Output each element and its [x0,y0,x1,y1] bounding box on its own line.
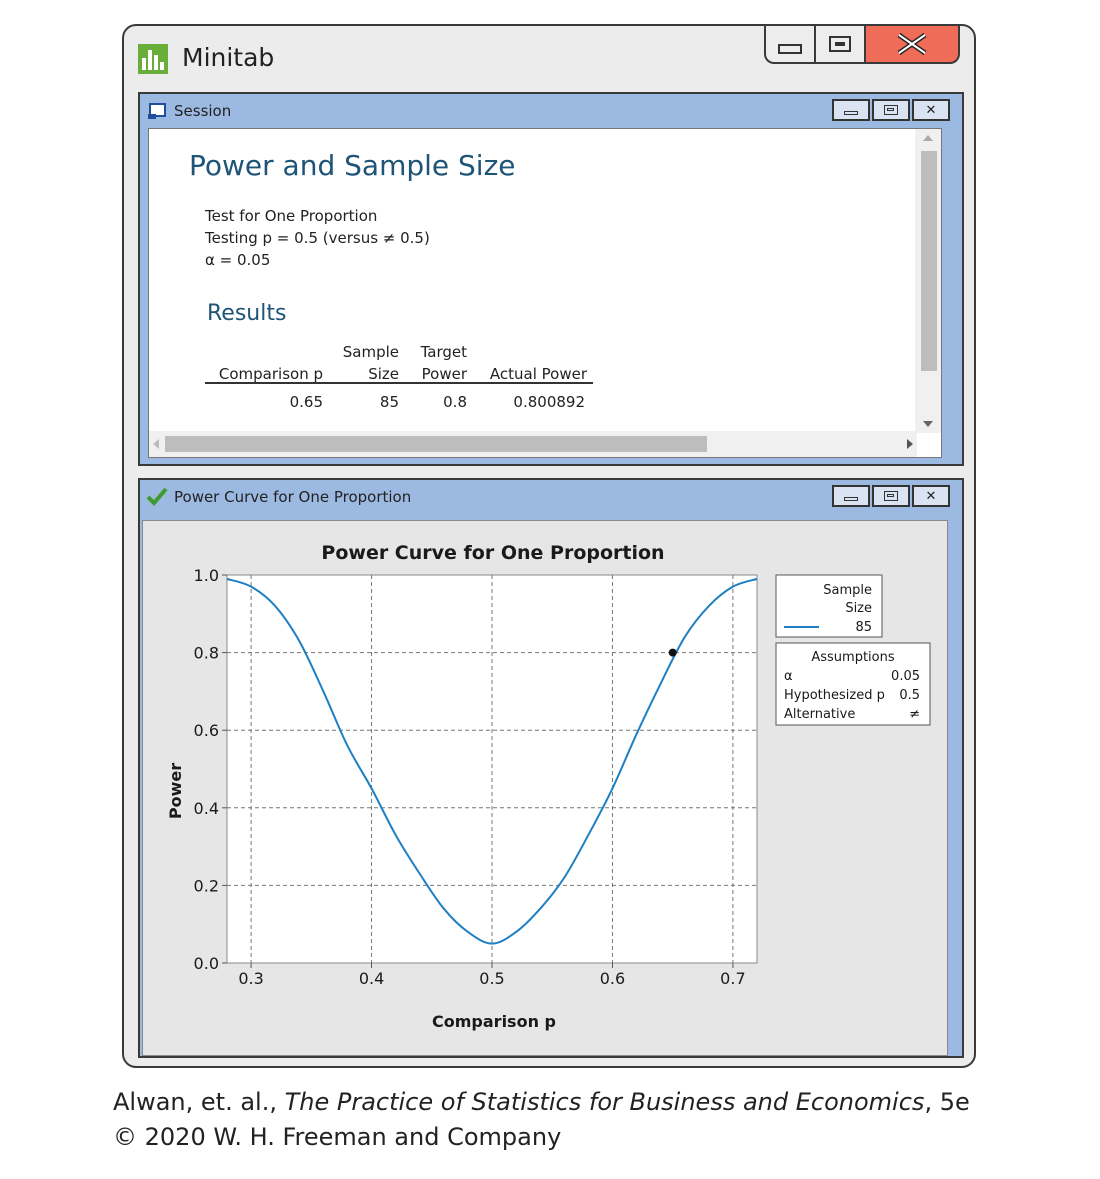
table-cell-target-power: 0.8 [443,393,467,411]
y-tick-label: 0.0 [194,954,219,973]
assumption-label-alpha: α [784,669,793,684]
session-minimize-button[interactable] [832,99,870,121]
caption-authors: Alwan, et. al., [113,1088,285,1116]
minitab-window: Minitab Session ✕ Power and Sample [122,24,976,1068]
table-header-comparison-p: Comparison p [218,365,323,383]
horizontal-scroll-thumb[interactable] [165,436,707,452]
vertical-scrollbar[interactable] [915,129,941,433]
y-tick-label: 0.4 [194,799,219,818]
x-axis-label: Comparison p [432,1012,556,1031]
caption-book-title: The Practice of Statistics for Business … [284,1088,925,1116]
table-header-size: Size [368,365,399,383]
horizontal-scrollbar[interactable] [149,431,917,457]
alpha-line: α = 0.05 [205,251,271,269]
minimize-button[interactable] [764,26,816,64]
y-tick-label: 0.8 [194,644,219,663]
assumption-value-hypothesized: 0.5 [899,688,920,703]
minitab-logo-icon [138,44,168,74]
power-curve-controls: ✕ [832,485,950,507]
table-rule [205,382,593,384]
legend-size-label: Size [845,601,872,616]
window-controls [764,26,960,66]
assumption-value-alpha: 0.05 [891,669,920,684]
caption-edition: , 5e [924,1088,970,1116]
y-axis-label: Power [166,763,185,819]
power-minimize-button[interactable] [832,485,870,507]
x-tick-label: 0.4 [359,969,384,988]
assumptions-box: Assumptions α 0.05 Hypothesized p 0.5 Al… [775,642,931,726]
highlight-point [668,648,677,657]
power-curve-chart: Power Curve for One Proportion 0.0 0.2 0.4… [166,542,931,1031]
assumption-label-alternative: Alternative [784,707,855,722]
legend-series-value: 85 [855,620,872,635]
power-curve-window: Power Curve for One Proportion ✕ Power C… [138,478,964,1058]
testing-line: Testing p = 0.5 (versus ≠ 0.5) [205,229,430,247]
minimize-icon [844,497,858,501]
app-title: Minitab [182,43,275,72]
session-window: Session ✕ Power and Sample Size Test for… [138,92,964,466]
scroll-left-icon[interactable] [153,439,159,449]
table-header-sample: Sample [342,343,399,361]
vertical-scroll-thumb[interactable] [921,151,937,371]
table-cell-size: 85 [379,393,399,411]
power-curve-window-title: Power Curve for One Proportion [174,488,412,506]
session-controls: ✕ [832,99,950,121]
scroll-down-icon[interactable] [923,421,933,427]
restore-icon [829,36,851,52]
close-button[interactable] [864,26,960,64]
restore-icon [884,105,898,115]
minimize-icon [844,111,858,115]
x-tick-label: 0.6 [600,969,625,988]
session-content: Power and Sample Size Test for One Propo… [148,128,942,458]
x-tick-label: 0.5 [479,969,504,988]
session-maximize-button[interactable] [872,99,910,121]
y-tick-label: 0.6 [194,721,219,740]
y-tick-label: 0.2 [194,876,219,895]
assumption-value-alternative: ≠ [909,707,920,722]
minimize-icon [778,44,802,54]
legend-sample-label: Sample [823,583,872,598]
assumptions-title: Assumptions [811,650,894,665]
table-header-actual-power: Actual Power [489,365,587,383]
power-curve-titlebar[interactable]: Power Curve for One Proportion ✕ [140,480,962,514]
table-header-target: Target [420,343,467,361]
scroll-right-icon[interactable] [907,439,913,449]
table-cell-comparison-p: 0.65 [289,393,323,411]
power-close-button[interactable]: ✕ [912,485,950,507]
test-name: Test for One Proportion [205,207,378,225]
x-tick-label: 0.7 [720,969,745,988]
scroll-up-icon[interactable] [923,135,933,141]
table-header-power: Power [421,365,467,383]
power-curve-line [226,577,758,945]
sample-size-legend: Sample Size 85 [775,574,883,638]
copyright-line: © 2020 W. H. Freeman and Company [113,1123,562,1151]
maximize-button[interactable] [814,26,866,64]
power-sample-size-heading: Power and Sample Size [189,149,516,182]
session-close-button[interactable]: ✕ [912,99,950,121]
graph-area: Power Curve for One Proportion 0.0 0.2 0.4… [142,520,948,1056]
power-maximize-button[interactable] [872,485,910,507]
close-icon: ✕ [925,102,937,118]
checkmark-icon [146,487,168,506]
source-caption: Alwan, et. al., The Practice of Statisti… [113,1088,970,1116]
assumption-label-hypothesized: Hypothesized p [784,688,885,703]
session-titlebar[interactable]: Session ✕ [140,94,962,128]
restore-icon [884,491,898,501]
table-cell-actual-power: 0.800892 [513,393,585,411]
close-icon [897,33,927,55]
y-tick-label: 1.0 [194,566,219,585]
session-icon [148,103,166,119]
session-title: Session [174,102,232,120]
chart-title: Power Curve for One Proportion [321,542,664,564]
x-tick-label: 0.3 [238,969,263,988]
close-icon: ✕ [925,488,937,504]
results-heading: Results [207,301,287,326]
